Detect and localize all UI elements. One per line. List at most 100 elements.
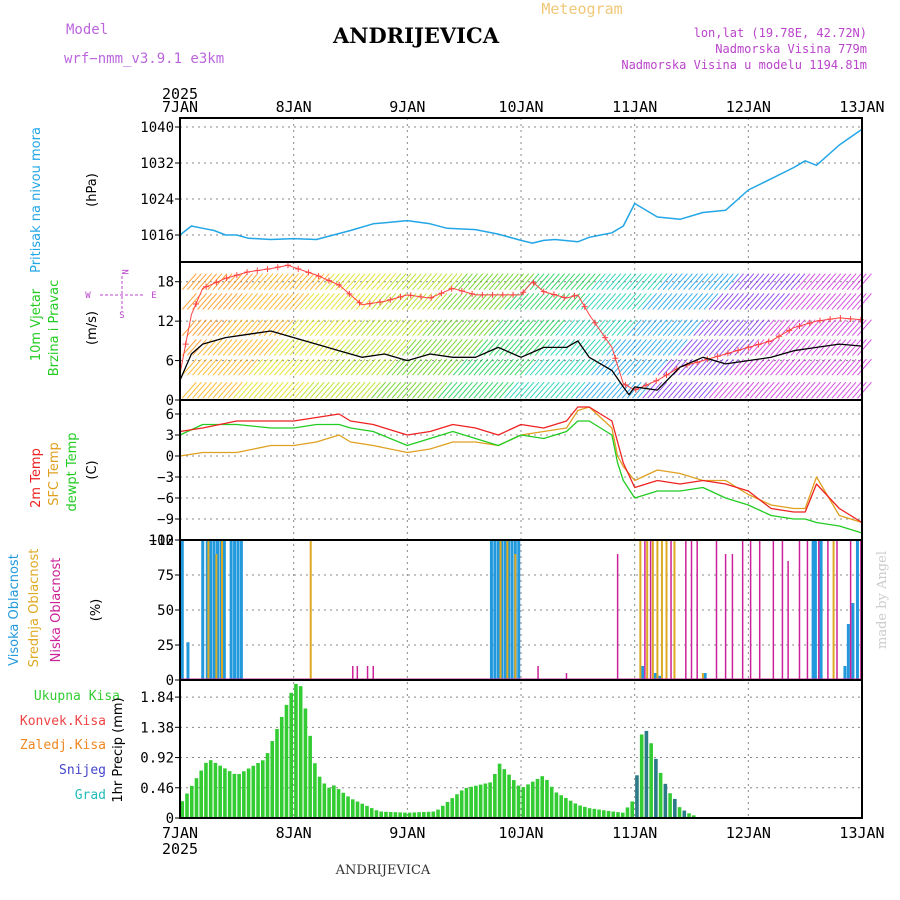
wind-barb <box>805 319 821 337</box>
wind-barb <box>585 339 601 356</box>
wind-barb <box>703 293 719 310</box>
wind-barb <box>637 319 652 337</box>
wind-barb <box>524 293 540 310</box>
wind-barb <box>452 358 468 376</box>
wind-barb <box>744 273 760 291</box>
cloud-bar <box>758 540 761 680</box>
wind-barb <box>509 381 525 399</box>
precip-bar <box>507 774 511 818</box>
precip-bar <box>303 708 308 818</box>
wind-barb <box>642 339 657 356</box>
wind-barb <box>463 273 478 291</box>
wind-barb <box>739 293 755 310</box>
wind-barb <box>770 358 785 376</box>
wind-barb <box>463 293 478 310</box>
precip-bar <box>587 808 592 818</box>
wind-barb <box>857 381 872 399</box>
wind-barb <box>555 293 571 310</box>
wind-barb <box>294 339 310 356</box>
wind-barb <box>299 381 315 399</box>
y-tick-label: 1032 <box>140 156 174 172</box>
wind-barb <box>447 273 463 291</box>
wind-barb <box>452 319 468 337</box>
wind-barb <box>652 339 668 356</box>
model-label: Model <box>66 22 108 38</box>
wind-barb <box>376 319 392 337</box>
wind-barb <box>545 358 560 376</box>
precip-bar <box>403 812 407 818</box>
y-tick-label: 75 <box>157 568 174 584</box>
wind-barb <box>493 293 509 310</box>
wind-barb <box>647 339 663 356</box>
wind-barb <box>637 293 652 310</box>
wind-barb <box>335 381 351 399</box>
wind-barb <box>391 358 407 376</box>
wind-barb <box>539 273 555 291</box>
y-tick-label: 100 <box>149 533 174 549</box>
wind-barb <box>652 273 668 291</box>
precip-bar <box>232 773 237 818</box>
wind-barb <box>202 339 218 356</box>
wind-barb <box>309 339 325 356</box>
wind-barb <box>667 339 683 356</box>
wind-barb <box>678 293 693 310</box>
panel-frame <box>179 679 863 819</box>
wind-barb <box>452 293 468 310</box>
cloud-bar <box>658 675 662 680</box>
gust-marker <box>469 290 476 297</box>
wind-barb <box>831 358 847 376</box>
wind-barb <box>422 273 438 291</box>
wind-barb <box>504 339 519 356</box>
gust-marker <box>550 291 557 298</box>
wind-barb <box>279 319 294 337</box>
precip-bar <box>630 801 635 818</box>
wind-barb <box>596 273 611 291</box>
wind-barb <box>325 319 340 337</box>
wind-barb <box>238 273 253 291</box>
wind-barb <box>473 381 489 399</box>
wind-barb <box>437 293 453 310</box>
wind-barb <box>662 273 678 291</box>
wind-barb <box>765 319 780 337</box>
wind-barb <box>340 381 356 399</box>
wind-barb <box>836 381 852 399</box>
precip-bar <box>483 783 488 818</box>
wind-barb <box>662 319 678 337</box>
precip-bar <box>691 815 696 818</box>
cloud-bar <box>715 540 718 680</box>
wind-barb <box>309 381 325 399</box>
wind-barb <box>585 273 601 291</box>
gust-marker <box>776 333 783 340</box>
wind-barb <box>754 381 770 399</box>
wind-barb <box>621 381 637 399</box>
wind-barb <box>442 339 458 356</box>
wind-barb <box>304 381 320 399</box>
wind-barb <box>647 273 663 291</box>
wind-barb <box>509 273 525 291</box>
precip-bar <box>601 810 606 818</box>
wind-barb <box>821 293 837 310</box>
wind-barb <box>601 273 617 291</box>
wind-barb <box>759 293 775 310</box>
wind-barb <box>243 319 259 337</box>
wind-barb <box>386 381 402 399</box>
cloud-bar <box>499 540 502 680</box>
wind-barb <box>258 273 274 291</box>
wind-barb <box>688 293 704 310</box>
wind-barb <box>724 293 739 310</box>
wind-barb <box>340 358 356 376</box>
wind-barb <box>805 293 821 310</box>
wind-barb <box>785 381 801 399</box>
wind-barb <box>330 319 345 337</box>
wind-barb <box>775 319 790 337</box>
wind-barb <box>667 273 683 291</box>
precip-bar <box>237 773 241 818</box>
wind-barb <box>437 273 453 291</box>
wind-barb <box>273 273 289 291</box>
wind-barb <box>427 381 443 399</box>
wind-barb <box>320 358 335 376</box>
precip-bar <box>559 795 563 818</box>
wind-barb <box>718 358 734 376</box>
y-tick-label: −6 <box>157 491 174 507</box>
grid-layer <box>180 118 862 819</box>
